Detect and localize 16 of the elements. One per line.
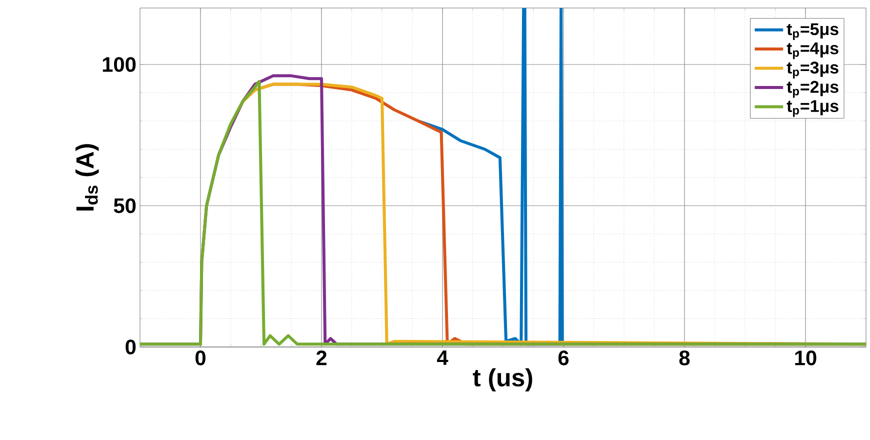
- x-tick-label: 6: [558, 350, 569, 366]
- x-tick-label: 0: [196, 350, 206, 366]
- x-tick-label: 8: [679, 350, 690, 366]
- legend-label: t$_{p}$=1μs: [786, 100, 838, 117]
- y-axis-title: I$_{ds}$ (A): [76, 144, 99, 210]
- y-tick-label: 50: [114, 198, 136, 214]
- x-axis-title: t (us): [472, 368, 532, 392]
- x-tick-label: 2: [316, 350, 326, 366]
- x-tick-label: 10: [795, 350, 816, 366]
- x-tick-label: 4: [437, 350, 448, 365]
- legend-label: t$_{p}$=2μs: [786, 80, 838, 98]
- y-tick-label: 0: [126, 340, 136, 354]
- legend-label: t$_{p}$=3μs: [786, 62, 838, 78]
- legend-label: t$_{p}$=4μs: [786, 42, 838, 60]
- legend-label: t$_{p}$=5μs: [786, 23, 838, 40]
- y-tick-label: 100: [102, 57, 136, 72]
